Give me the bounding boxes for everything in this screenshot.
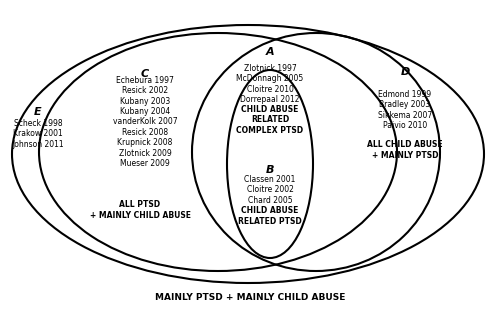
- Text: CHILD ABUSE
RELATED PTSD: CHILD ABUSE RELATED PTSD: [238, 206, 302, 226]
- Text: ALL PTSD
+ MAINLY CHILD ABUSE: ALL PTSD + MAINLY CHILD ABUSE: [90, 200, 190, 220]
- Text: Edmond 1999
Bradley 2003
Sikkema 2007
Paivio 2010: Edmond 1999 Bradley 2003 Sikkema 2007 Pa…: [378, 90, 432, 130]
- Text: ALL CHILD ABUSE
+ MAINLY PTSD: ALL CHILD ABUSE + MAINLY PTSD: [367, 140, 443, 160]
- Text: Classen 2001
Cloitre 2002
Chard 2005: Classen 2001 Cloitre 2002 Chard 2005: [244, 175, 296, 205]
- Text: CHILD ABUSE
RELATED
COMPLEX PTSD: CHILD ABUSE RELATED COMPLEX PTSD: [236, 105, 304, 135]
- Text: C: C: [141, 69, 149, 79]
- Text: Zlotnick 1997
McDonnagh 2005
Cloitre 2010
Dorrepaal 2012: Zlotnick 1997 McDonnagh 2005 Cloitre 201…: [236, 64, 304, 104]
- Text: Scheck 1998
Krakow 2001
Johnson 2011: Scheck 1998 Krakow 2001 Johnson 2011: [12, 119, 64, 149]
- Text: E: E: [34, 107, 42, 117]
- Text: D: D: [400, 67, 409, 77]
- Text: A: A: [266, 47, 274, 57]
- Text: MAINLY PTSD + MAINLY CHILD ABUSE: MAINLY PTSD + MAINLY CHILD ABUSE: [155, 294, 345, 303]
- Text: B: B: [266, 165, 274, 175]
- Text: Echebura 1997
Resick 2002
Kubany 2003
Kubany 2004
vanderKolk 2007
Resick 2008
Kr: Echebura 1997 Resick 2002 Kubany 2003 Ku…: [112, 76, 178, 168]
